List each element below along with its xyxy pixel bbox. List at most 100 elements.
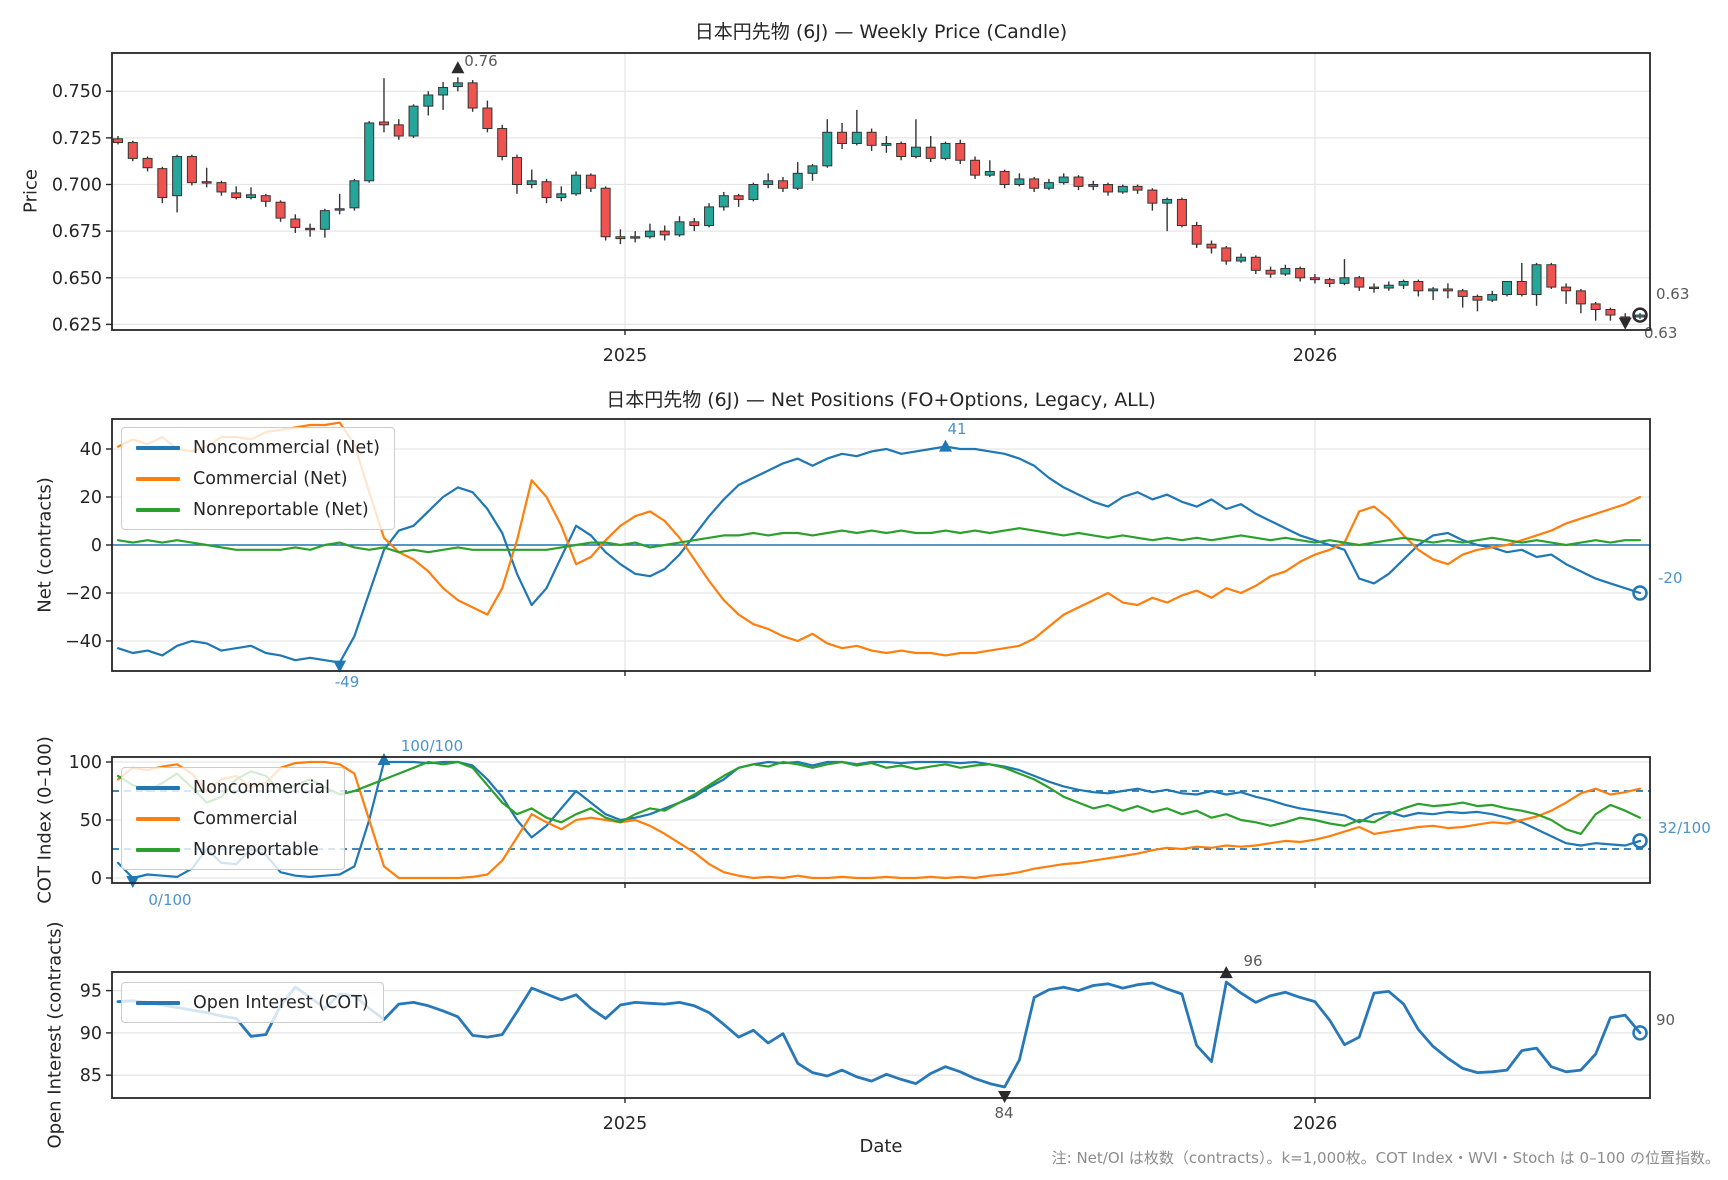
candle-body-down [497,128,508,158]
last-point-circle-marker [1632,833,1648,849]
legend-swatch-nonreportable [136,507,180,512]
candle-body-down [511,156,522,186]
open-interest-y-axis-label: Open Interest (contracts) [44,921,66,1149]
candle-body-down [482,107,493,130]
candle-body-up [319,210,330,230]
candle-body-up [408,105,419,137]
last-point-circle-marker [1632,307,1648,323]
candle-body-up [1428,288,1439,292]
annotation-label: 0/100 [148,891,191,909]
candle-body-up [452,82,463,88]
candle-body-up [851,131,862,144]
last-point-circle-marker [1632,1025,1648,1041]
candle-body-down [142,157,153,169]
legend-label: Noncommercial [193,777,330,798]
candle-body-down [1354,277,1365,288]
candle-body-up [1058,176,1069,184]
y-tick-label: 0 [91,869,102,889]
footnote: 注: Net/OI は枚数（contracts）。k=1,000枚。COT In… [1051,1149,1720,1167]
open-interest-legend: Open Interest (COT) [121,982,384,1023]
candle-body-up [644,230,655,238]
y-tick-label: −20 [65,584,102,604]
candle-body-down [186,156,197,184]
peak-triangle-up-marker [938,439,952,452]
candle-body-up [349,180,360,209]
candle-body-down [837,131,848,144]
candle-body-up [881,142,892,146]
candle-body-down [1324,279,1335,284]
x-axis-label-date: Date [859,1136,903,1157]
cot-index-legend: Noncommercial Commercial Nonreportable [121,767,345,870]
candle-body-down [275,201,286,219]
candle-body-down [305,227,316,231]
y-tick-label: 85 [80,1066,102,1086]
legend-item: Commercial (Net) [136,467,380,490]
peak-triangle-up-marker [377,752,391,765]
annotation-label: 32/100 [1658,819,1711,837]
legend-item: Noncommercial [136,776,330,799]
candle-body-up [1043,182,1054,189]
candle-body-up [334,208,345,211]
candle-body-up [1162,198,1173,204]
legend-item: Nonreportable [136,838,330,861]
annotation-label: -49 [335,673,360,691]
trough-triangle-down-marker [998,1091,1012,1104]
net-panel-title: 日本円先物 (6J) — Net Positions (FO+Options, … [606,389,1156,411]
candle-body-up [674,221,685,236]
x-tick-label: 2026 [1293,346,1338,366]
annotation-label: 96 [1243,952,1262,970]
candle-body-up [1531,264,1542,296]
annotation-label: 0.63 [1656,285,1689,303]
x-tick-label: 2025 [603,346,648,366]
candle-body-down [896,142,907,158]
annotation-label: -20 [1658,569,1683,587]
candle-body-down [1590,303,1601,310]
candle-body-down [1147,189,1158,204]
candle-body-down [970,159,981,176]
annotation-label: 0.63 [1644,324,1677,342]
panel-border [111,756,1651,884]
candle-body-down [127,142,138,159]
annotation-label: 100/100 [401,737,463,755]
candle-body-up [423,94,434,107]
candle-body-up [1635,314,1645,318]
candle-body-down [659,230,670,236]
candle-body-down [777,180,788,189]
candle-body-up [364,122,375,182]
candle-body-up [940,142,951,159]
y-tick-label: 0.750 [52,82,102,102]
candle-body-down [1605,308,1616,316]
candle-body-up [438,87,449,96]
legend-swatch-open-interest [136,1000,180,1005]
candle-body-up [748,184,759,200]
panel-border [111,52,1651,331]
candle-body-down [157,168,168,199]
candle-body-down [260,195,271,202]
y-tick-label: 95 [80,982,102,1002]
candle-body-down [216,182,227,193]
y-tick-label: 50 [80,811,102,831]
y-tick-label: 20 [80,488,102,508]
candle-body-up [245,194,256,199]
legend-label: Noncommercial (Net) [193,437,380,458]
candle-body-down [1191,225,1202,245]
peak-triangle-up-marker [451,61,465,74]
last-point-circle-marker [1632,585,1648,601]
legend-label: Open Interest (COT) [193,992,369,1013]
candle-body-up [1088,184,1099,187]
y-tick-label: 0.675 [52,222,102,242]
candle-body-up [1117,185,1128,193]
legend-item: Commercial [136,807,330,830]
series-line [116,527,1642,554]
trough-triangle-down-marker [126,876,140,889]
legend-swatch-noncommercial [136,785,180,790]
candle-body-up [1014,178,1025,186]
legend-swatch-commercial [136,816,180,821]
candle-body-up [1398,281,1409,286]
annotation-label: 84 [994,1104,1013,1122]
candle-body-down [600,187,611,238]
candle-body-down [231,192,242,199]
legend-swatch-noncommercial [136,445,180,450]
candle-body-up [1339,277,1350,284]
y-tick-label: 0 [91,536,102,556]
